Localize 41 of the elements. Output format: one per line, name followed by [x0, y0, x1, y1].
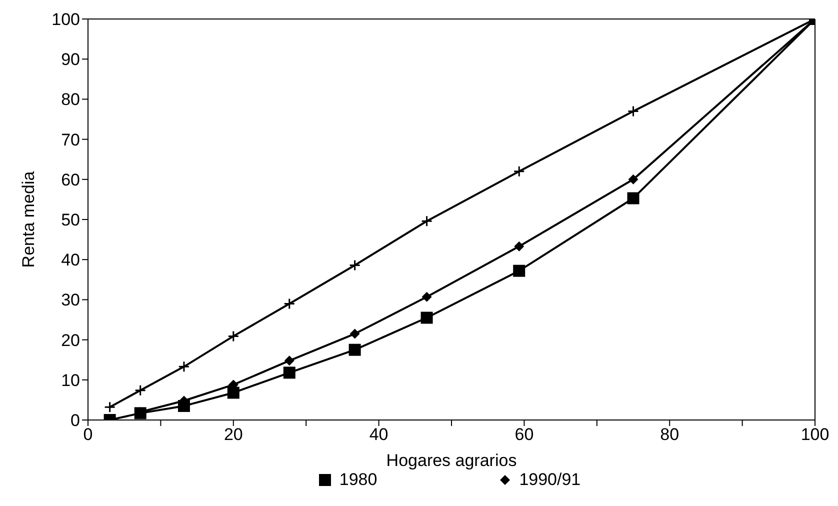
point: [178, 360, 190, 372]
point: [422, 292, 432, 302]
y-tick-label: 20: [61, 330, 80, 350]
y-axis-title: Renta media: [19, 170, 38, 268]
legend-label: 1980: [339, 470, 378, 490]
x-tick-label: 80: [660, 425, 680, 444]
y-tick-label: 100: [52, 10, 80, 30]
x-tick-label: 60: [514, 425, 534, 444]
y-tick-label: 70: [61, 130, 80, 150]
point: [283, 366, 296, 379]
point: [513, 166, 525, 178]
y-tick-label: 90: [61, 50, 80, 70]
x-tick-label: 20: [224, 425, 243, 444]
y-tick-label: 30: [61, 290, 80, 310]
point: [349, 259, 361, 271]
point: [628, 105, 639, 117]
legend-label: 1990/91: [519, 470, 581, 490]
point: [628, 174, 638, 184]
y-tick-label: 80: [61, 90, 80, 110]
y-tick-label: 40: [61, 250, 80, 270]
x-tick-label: 0: [83, 425, 93, 444]
point: [420, 312, 433, 324]
x-tick-label: 100: [800, 425, 830, 444]
point: [227, 386, 240, 399]
y-tick-label: 60: [61, 170, 80, 190]
point: [513, 264, 526, 277]
point: [228, 330, 240, 342]
point: [350, 328, 360, 339]
y-tick-label: 10: [61, 370, 80, 390]
point: [627, 192, 640, 204]
x-axis-title: Hogares agrarios: [386, 451, 517, 470]
x-tick-label: 40: [369, 425, 388, 444]
point: [104, 401, 116, 413]
y-tick-label: 50: [61, 210, 80, 230]
point: [284, 298, 296, 310]
point: [134, 384, 146, 396]
point: [421, 215, 433, 227]
y-tick-label: 0: [70, 411, 80, 430]
point: [284, 356, 294, 366]
point: [348, 344, 361, 356]
point: [514, 241, 524, 252]
